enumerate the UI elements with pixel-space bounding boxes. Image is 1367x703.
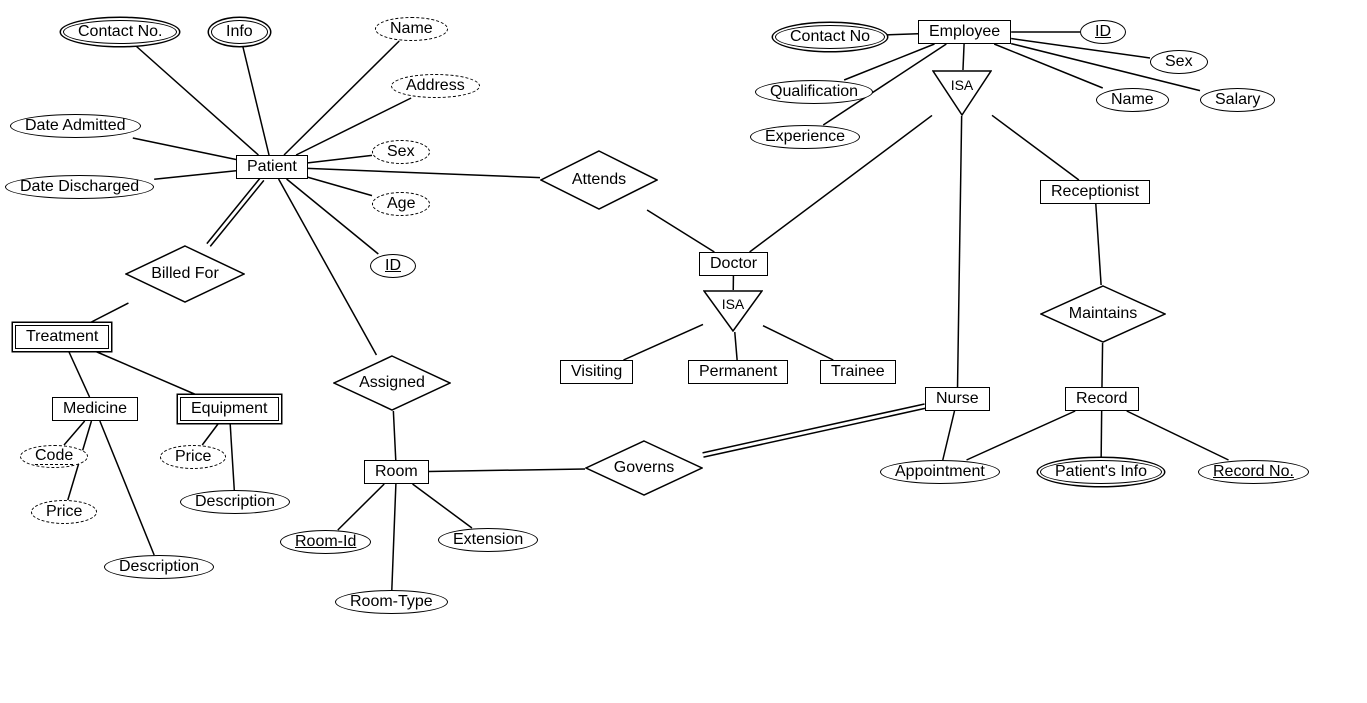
attr-patient-info: Info [211,20,268,44]
attr-room-type: Room-Type [335,590,448,614]
attr-patient-date-admitted: Date Admitted [10,114,141,138]
rel-assigned: Assigned [333,355,451,411]
entity-trainee: Trainee [820,360,896,384]
attr-room-extension: Extension [438,528,538,552]
attr-patient-id: ID [370,254,416,278]
rel-governs: Governs [585,440,703,496]
entity-visiting: Visiting [560,360,633,384]
attr-employee-qualification: Qualification [755,80,873,104]
attr-employee-experience: Experience [750,125,860,149]
attr-medicine-description: Description [104,555,214,579]
rel-attends: Attends [540,150,658,210]
attr-patient-contact: Contact No. [63,20,177,44]
entity-nurse: Nurse [925,387,990,411]
attr-employee-sex: Sex [1150,50,1208,74]
rel-maintains: Maintains [1040,285,1166,343]
attr-record-no: Record No. [1198,460,1309,484]
attr-employee-name: Name [1096,88,1169,112]
attr-patient-age: Age [372,192,430,216]
entity-receptionist: Receptionist [1040,180,1150,204]
entity-record: Record [1065,387,1139,411]
attr-medicine-price: Price [31,500,97,524]
attr-room-id: Room-Id [280,530,371,554]
entity-employee: Employee [918,20,1011,44]
attr-equipment-description: Description [180,490,290,514]
attr-patient-name: Name [375,17,448,41]
entity-room: Room [364,460,429,484]
entity-permanent: Permanent [688,360,788,384]
attr-employee-contact: Contact No [775,25,885,49]
attr-record-patients-info: Patient's Info [1040,460,1162,484]
attr-patient-date-discharged: Date Discharged [5,175,154,199]
isa-doctor: ISA [703,290,763,332]
entity-medicine: Medicine [52,397,138,421]
attr-nurse-appointment: Appointment [880,460,1000,484]
attr-patient-sex: Sex [372,140,430,164]
entity-equipment: Equipment [180,397,279,421]
attr-equipment-price: Price [160,445,226,469]
entity-treatment: Treatment [15,325,109,349]
rel-billed-for: Billed For [125,245,245,303]
entity-patient: Patient [236,155,308,179]
attr-medicine-code: Code [20,445,88,468]
entity-doctor: Doctor [699,252,768,276]
attr-patient-address: Address [391,74,480,98]
isa-employee: ISA [932,70,992,116]
attr-employee-salary: Salary [1200,88,1275,112]
attr-employee-id: ID [1080,20,1126,44]
